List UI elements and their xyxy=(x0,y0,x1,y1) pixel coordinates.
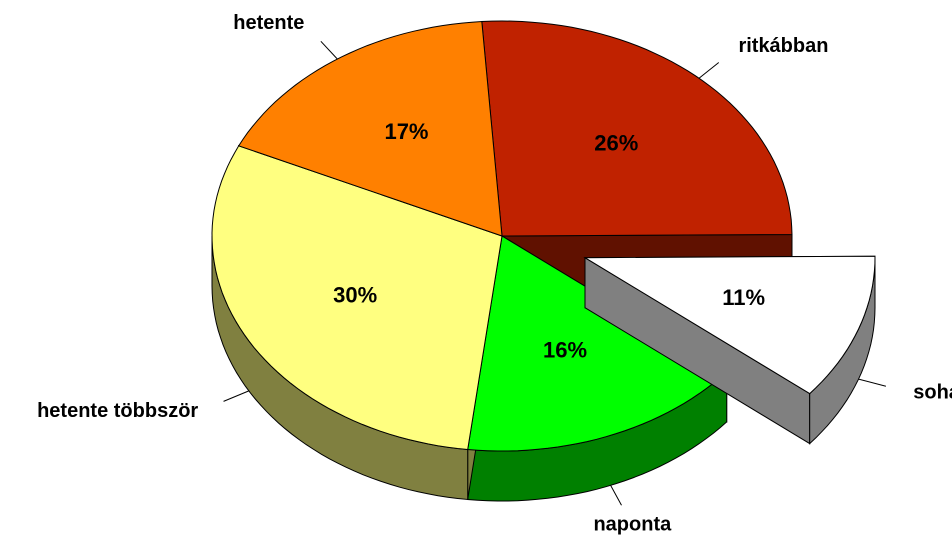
leader-line xyxy=(320,40,338,60)
slice xyxy=(237,20,503,237)
slice xyxy=(481,20,793,237)
leader-line xyxy=(223,390,250,402)
value-label: 16% xyxy=(543,337,587,362)
category-label: naponta xyxy=(593,513,672,535)
slice xyxy=(467,235,728,452)
value-label: 30% xyxy=(333,283,377,308)
category-label: ritkábban xyxy=(738,35,828,57)
slice xyxy=(583,255,876,395)
slice xyxy=(211,145,503,451)
category-label: hetente többször xyxy=(37,400,198,422)
value-label: 11% xyxy=(722,285,765,310)
value-label: 26% xyxy=(594,130,638,155)
category-label: soha xyxy=(913,382,952,404)
leader-line xyxy=(858,378,887,387)
leader-line xyxy=(610,485,622,506)
category-label: hetente xyxy=(233,12,304,34)
leader-line xyxy=(698,62,720,79)
value-label: 17% xyxy=(384,119,428,144)
